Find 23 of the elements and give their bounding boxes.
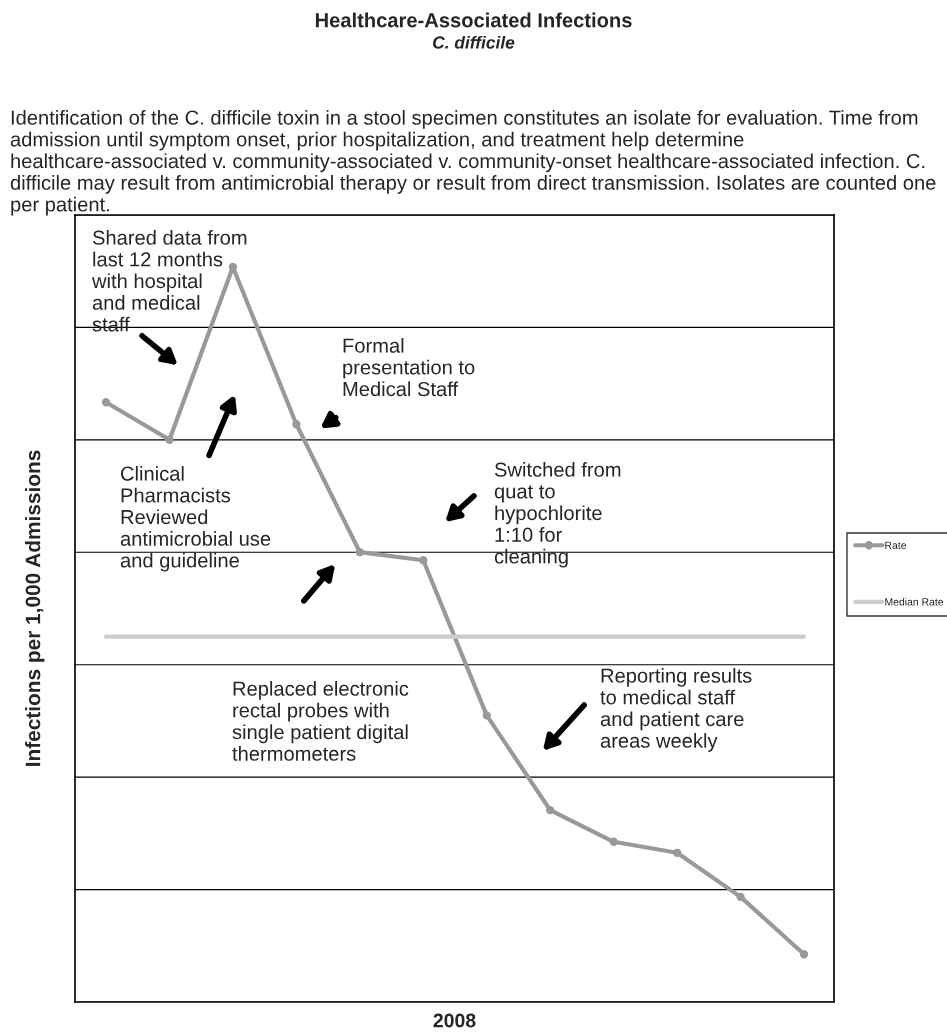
point <box>292 420 301 429</box>
legend-label: Median Rate <box>885 597 944 606</box>
y-axis-title: Infections per 1,000 Admissions <box>25 450 45 766</box>
annotation: Clinical Pharmacists Reviewed antimicrobial use and guideline <box>120 466 271 572</box>
annotation: Formal presentation to Medical Staff <box>343 338 475 397</box>
chart-title: Healthcare-Associated Infections <box>315 12 632 28</box>
point <box>101 398 111 407</box>
point <box>609 837 618 846</box>
point <box>799 950 809 959</box>
point <box>736 892 745 902</box>
annotation: Replaced electronic rectal probes with single patient digital thermometers <box>232 681 409 761</box>
chart-subtitle: C. difficile <box>433 35 515 49</box>
point <box>419 556 428 565</box>
point <box>672 848 682 857</box>
annotation: Switched from quat to hypochlorite 1:10 for cleaning <box>494 462 621 568</box>
point <box>355 548 364 557</box>
point <box>482 711 491 720</box>
annotation: Reporting results to medical staff and patient care areas weekly <box>600 668 752 752</box>
text: Identification of the C. difficile toxin in a stool specimen constitutes an isolate for evaluation. Time from admission until symptom onset, prior hospitalization, and treatment help determine healthcare-associated v. community-associated v. community-onset healthcare-associated infection. C. difficile may result from antimicrobial therapy or result from direct transmission. Isolates are counted one per patient. <box>10 110 936 216</box>
point <box>165 435 174 444</box>
x-axis-title: 2008 <box>433 1013 476 1028</box>
point <box>546 806 555 815</box>
legend-label: Rate <box>885 541 907 549</box>
